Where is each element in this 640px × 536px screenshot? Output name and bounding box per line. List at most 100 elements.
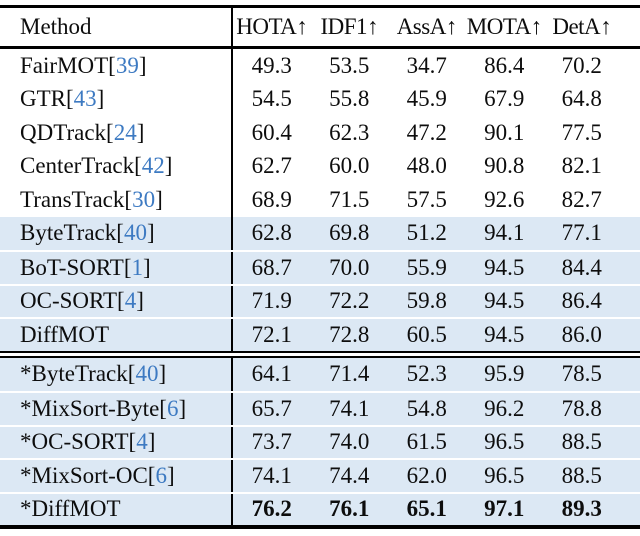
method-cell: DiffMOT (0, 319, 231, 351)
citation-link[interactable]: [1] (123, 254, 151, 280)
row-values: 54.5 55.8 45.9 67.9 64.8 (231, 82, 640, 116)
value-cell-idf1: 76.1 (329, 496, 370, 522)
method-cell: BoT-SORT [1] (0, 252, 231, 284)
value-cell-deta: 82.1 (561, 153, 602, 179)
table-row: CenterTrack [42] 62.7 60.0 48.0 90.8 82.1 (0, 149, 640, 183)
value-cell-hota: 68.7 (251, 254, 292, 280)
value-cell-deta: 70.2 (561, 52, 602, 78)
citation-number[interactable]: 39 (115, 52, 139, 78)
table-row: FairMOT [39] 49.3 53.5 34.7 86.4 70.2 (0, 49, 640, 83)
value-cell-deta: 82.7 (561, 186, 602, 212)
citation-number[interactable]: 42 (141, 153, 165, 179)
value-cell-mota: 94.1 (484, 220, 525, 246)
value-cell-deta: 86.0 (561, 321, 602, 347)
method-name: DiffMOT (20, 321, 110, 347)
value-cell-hota: 62.7 (251, 153, 292, 179)
value-cell-assa: 55.9 (406, 254, 447, 280)
method-cell: GTR [43] (0, 83, 231, 117)
row-values: 62.7 60.0 48.0 90.8 82.1 (231, 149, 640, 183)
citation-link[interactable]: [6] (147, 462, 175, 488)
value-cell-deta: 88.5 (561, 462, 602, 488)
citation-link[interactable]: [40] (127, 361, 167, 387)
value-cell-deta: 86.4 (561, 288, 602, 314)
table-row: ByteTrack [40] 62.8 69.8 51.2 94.1 77.1 (0, 216, 640, 250)
citation-number[interactable]: 30 (132, 186, 156, 212)
row-values: 49.3 53.5 34.7 86.4 70.2 (231, 49, 640, 83)
table-row: *ByteTrack [40] 64.1 71.4 52.3 95.9 78.5 (0, 357, 640, 392)
method-name: *MixSort-OC (20, 462, 148, 488)
method-name: *DiffMOT (20, 496, 121, 522)
citation-number[interactable]: 6 (166, 395, 179, 421)
citation-number[interactable]: 6 (155, 462, 167, 488)
citation-link[interactable]: [30] (124, 186, 163, 212)
table-row: *MixSort-Byte [6] 65.7 74.1 54.8 96.2 78.… (0, 391, 640, 425)
value-cell-deta: 78.8 (561, 395, 602, 421)
value-cell-assa: 52.3 (406, 361, 447, 387)
method-name: *OC-SORT (20, 429, 129, 455)
row-values: 71.9 72.2 59.8 94.5 86.4 (231, 285, 640, 317)
value-cell-deta: 64.8 (561, 86, 602, 112)
table-row: TransTrack [30] 68.9 71.5 57.5 92.6 82.7 (0, 183, 640, 217)
citation-number[interactable]: 40 (135, 361, 159, 387)
citation-link[interactable]: [43] (66, 86, 105, 112)
column-header-hota: HOTA↑ (236, 14, 308, 39)
value-cell-assa: 61.5 (406, 429, 447, 455)
citation-link[interactable]: [39] (108, 52, 147, 78)
citation-number[interactable]: 43 (73, 86, 97, 112)
citation-link[interactable]: [24] (106, 119, 145, 145)
value-cell-idf1: 53.5 (329, 52, 370, 78)
value-cell-assa: 65.1 (406, 496, 447, 522)
method-cell: *OC-SORT [4] (0, 427, 231, 459)
value-cell-deta: 78.5 (561, 361, 602, 387)
citation-link[interactable]: [4] (128, 429, 156, 455)
value-cell-idf1: 72.2 (329, 288, 370, 314)
value-cell-idf1: 60.0 (329, 153, 370, 179)
value-cell-assa: 47.2 (406, 119, 447, 145)
value-cell-assa: 54.8 (406, 395, 447, 421)
method-cell: QDTrack [24] (0, 116, 231, 150)
value-cell-assa: 48.0 (406, 153, 447, 179)
method-name: OC-SORT (20, 288, 118, 314)
table-row: BoT-SORT [1] 68.7 70.0 55.9 94.5 84.4 (0, 250, 640, 284)
column-header-idf1: IDF1↑ (320, 14, 379, 39)
citation-link[interactable]: [6] (159, 395, 187, 421)
method-name: ByteTrack (20, 220, 117, 246)
citation-number[interactable]: 4 (124, 288, 137, 314)
value-cell-deta: 77.1 (561, 220, 602, 246)
column-header-method: Method (20, 14, 92, 39)
value-cell-assa: 60.5 (406, 321, 447, 347)
value-cell-deta: 84.4 (561, 254, 602, 280)
value-cell-idf1: 69.8 (329, 220, 370, 246)
value-cell-hota: 62.8 (251, 220, 292, 246)
citation-number[interactable]: 4 (136, 429, 148, 455)
method-name: FairMOT (20, 52, 109, 78)
citation-link[interactable]: [42] (134, 153, 173, 179)
method-name: BoT-SORT (20, 254, 124, 280)
citation-link[interactable]: [4] (117, 288, 144, 314)
value-cell-assa: 51.2 (406, 220, 447, 246)
section-divider-rule (0, 350, 640, 358)
citation-number[interactable]: 24 (113, 119, 137, 145)
citation-number[interactable]: 1 (131, 254, 144, 280)
value-cell-idf1: 71.4 (329, 361, 370, 387)
value-cell-hota: 74.1 (251, 462, 292, 488)
method-name: *ByteTrack (20, 361, 128, 387)
row-values: 62.8 69.8 51.2 94.1 77.1 (231, 216, 640, 250)
table-header-row: Method HOTA↑ IDF1↑ AssA↑ MOTA↑ DetA↑ (0, 8, 640, 46)
value-cell-mota: 90.1 (484, 119, 525, 145)
method-cell: *MixSort-Byte [6] (0, 393, 231, 425)
value-cell-assa: 57.5 (406, 186, 447, 212)
method-cell: *ByteTrack [40] (0, 358, 231, 392)
value-cell-mota: 97.1 (484, 496, 525, 522)
table-section-starred: *ByteTrack [40] 64.1 71.4 52.3 95.9 78.5 … (0, 357, 640, 525)
top-rule (0, 5, 640, 8)
value-cell-idf1: 74.0 (329, 429, 370, 455)
citation-number[interactable]: 40 (123, 220, 147, 246)
value-cell-hota: 73.7 (251, 429, 292, 455)
value-cell-deta: 77.5 (561, 119, 602, 145)
method-cell: TransTrack [30] (0, 183, 231, 217)
citation-link[interactable]: [40] (116, 220, 155, 246)
method-cell: FairMOT [39] (0, 49, 231, 83)
value-cell-mota: 67.9 (484, 86, 525, 112)
